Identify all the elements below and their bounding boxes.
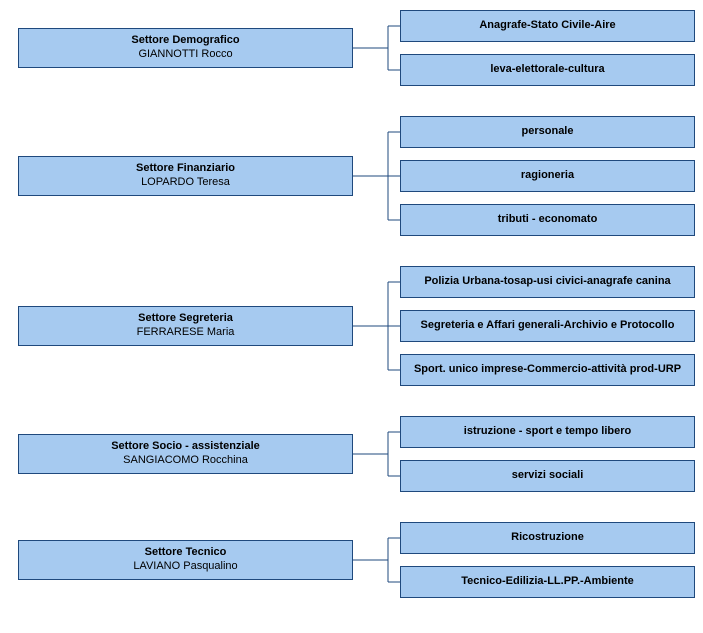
parent-title: Settore Socio - assistenziale	[111, 440, 260, 454]
child-node-ragioneria: ragioneria	[400, 160, 695, 192]
parent-subtitle: LAVIANO Pasqualino	[133, 560, 237, 574]
child-label: Polizia Urbana-tosap-usi civici-anagrafe…	[424, 275, 670, 289]
parent-subtitle: SANGIACOMO Rocchina	[123, 454, 248, 468]
child-label: Tecnico-Edilizia-LL.PP.-Ambiente	[461, 575, 634, 589]
parent-title: Settore Tecnico	[145, 546, 227, 560]
child-label: istruzione - sport e tempo libero	[464, 425, 631, 439]
child-label: Ricostruzione	[511, 531, 584, 545]
child-label: ragioneria	[521, 169, 574, 183]
parent-title: Settore Segreteria	[138, 312, 233, 326]
parent-title: Settore Demografico	[131, 34, 239, 48]
child-label: Anagrafe-Stato Civile-Aire	[479, 19, 615, 33]
child-node-edilizia: Tecnico-Edilizia-LL.PP.-Ambiente	[400, 566, 695, 598]
child-label: tributi - economato	[498, 213, 598, 227]
parent-node-finanziario: Settore FinanziarioLOPARDO Teresa	[18, 156, 353, 196]
child-label: leva-elettorale-cultura	[490, 63, 604, 77]
child-label: Segreteria e Affari generali-Archivio e …	[421, 319, 675, 333]
child-node-ricostruzione: Ricostruzione	[400, 522, 695, 554]
child-label: servizi sociali	[512, 469, 584, 483]
parent-subtitle: FERRARESE Maria	[137, 326, 235, 340]
parent-subtitle: LOPARDO Teresa	[141, 176, 230, 190]
child-label: Sport. unico imprese-Commercio-attività …	[414, 363, 681, 377]
parent-node-tecnico: Settore TecnicoLAVIANO Pasqualino	[18, 540, 353, 580]
child-node-istruzione: istruzione - sport e tempo libero	[400, 416, 695, 448]
child-node-affari: Segreteria e Affari generali-Archivio e …	[400, 310, 695, 342]
child-node-anagrafe: Anagrafe-Stato Civile-Aire	[400, 10, 695, 42]
child-node-sociali: servizi sociali	[400, 460, 695, 492]
child-node-tributi: tributi - economato	[400, 204, 695, 236]
parent-subtitle: GIANNOTTI Rocco	[138, 48, 232, 62]
child-node-leva: leva-elettorale-cultura	[400, 54, 695, 86]
parent-node-socio: Settore Socio - assistenzialeSANGIACOMO …	[18, 434, 353, 474]
child-node-polizia: Polizia Urbana-tosap-usi civici-anagrafe…	[400, 266, 695, 298]
child-node-sportello: Sport. unico imprese-Commercio-attività …	[400, 354, 695, 386]
parent-node-segreteria: Settore SegreteriaFERRARESE Maria	[18, 306, 353, 346]
parent-title: Settore Finanziario	[136, 162, 235, 176]
child-node-personale: personale	[400, 116, 695, 148]
parent-node-demografico: Settore DemograficoGIANNOTTI Rocco	[18, 28, 353, 68]
child-label: personale	[522, 125, 574, 139]
